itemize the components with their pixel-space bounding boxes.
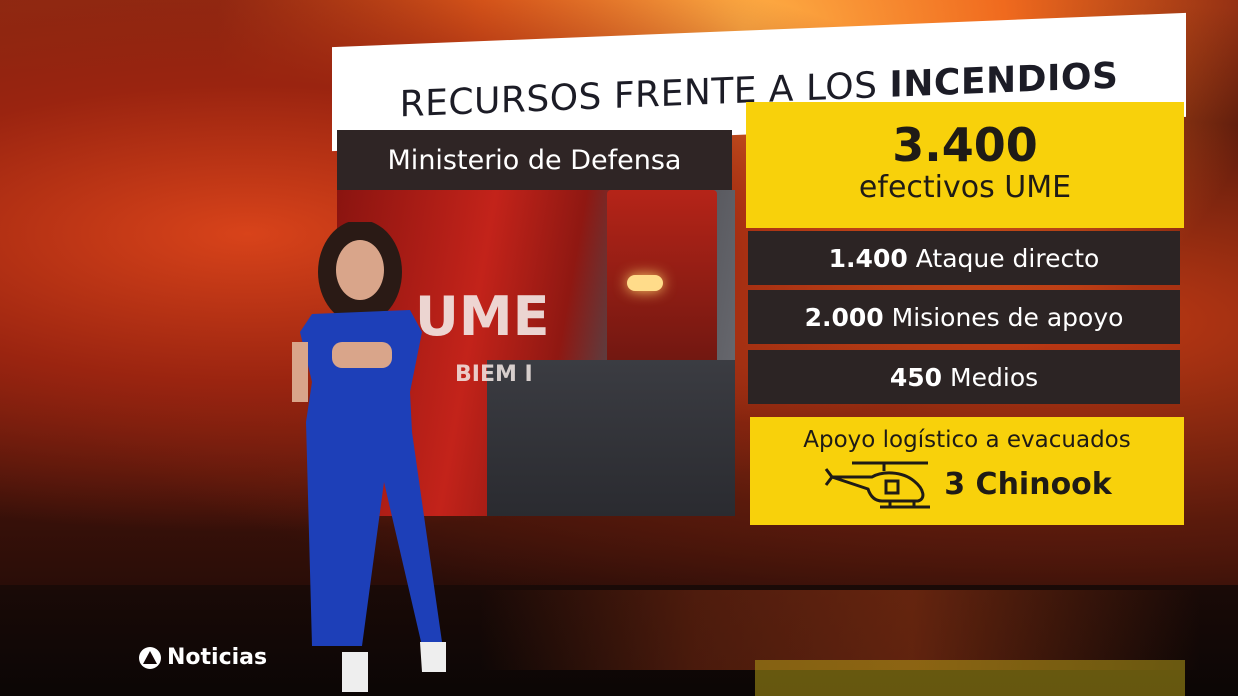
source-label: Ministerio de Defensa xyxy=(337,130,732,190)
antena3-logo xyxy=(139,646,161,669)
title-bold: INCENDIOS xyxy=(889,55,1119,106)
presenter-hands xyxy=(332,342,392,368)
stat-row: 1.400 Ataque directo xyxy=(748,231,1180,285)
stat-row: 450 Medios xyxy=(748,350,1180,404)
headline-label: efectivos UME xyxy=(858,170,1072,205)
road xyxy=(487,360,735,516)
presenter xyxy=(292,222,446,692)
stat-label: Ataque directo xyxy=(915,243,1100,273)
floor-reflection-box xyxy=(755,660,1185,696)
truck-ume-text: UME xyxy=(415,285,550,348)
stat-number: 1.400 xyxy=(828,243,908,273)
truck-headlight xyxy=(627,275,663,291)
logistics-value: 3 Chinook xyxy=(944,466,1112,502)
presenter-jumpsuit xyxy=(300,310,442,646)
headline-box: 3.400 efectivos UME xyxy=(746,102,1184,228)
stat-number: 450 xyxy=(889,362,943,392)
stat-number: 2.000 xyxy=(804,302,884,332)
headline-number: 3.400 xyxy=(892,118,1038,172)
stat-row: 2.000 Misiones de apoyo xyxy=(748,290,1180,344)
logistics-label: Apoyo logístico a evacuados xyxy=(803,427,1131,453)
stat-label: Misiones de apoyo xyxy=(891,302,1124,332)
stat-label: Medios xyxy=(950,362,1039,392)
presenter-shoes xyxy=(342,642,446,692)
presenter-arm xyxy=(292,342,308,402)
floor-reflection xyxy=(480,590,1200,670)
presenter-face xyxy=(336,240,384,300)
truck-biem-text: BIEM I xyxy=(455,362,533,387)
helicopter-icon xyxy=(825,461,931,509)
logistics-box: Apoyo logístico a evacuados 3 Chinook xyxy=(750,417,1184,525)
channel-logo-text: Noticias xyxy=(167,645,268,670)
channel-logo: Noticias xyxy=(138,645,267,670)
